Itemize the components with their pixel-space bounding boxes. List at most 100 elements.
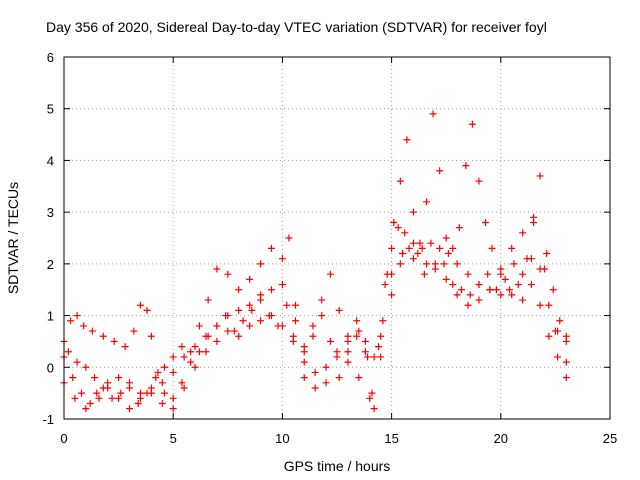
data-point	[230, 327, 238, 335]
data-point	[104, 379, 112, 387]
y-tick-label-0: 0	[47, 360, 54, 375]
data-point	[202, 348, 210, 356]
data-point	[169, 405, 177, 413]
data-point	[289, 337, 297, 345]
data-point	[235, 286, 243, 294]
data-point	[213, 322, 221, 330]
data-point	[543, 250, 551, 258]
data-point	[246, 301, 254, 309]
data-point	[401, 229, 409, 237]
data-point	[508, 244, 516, 252]
data-point	[501, 275, 509, 283]
data-point	[115, 394, 123, 402]
data-point	[519, 296, 527, 304]
data-point	[355, 327, 363, 335]
data-point	[335, 374, 343, 382]
data-point	[370, 405, 378, 413]
data-point	[99, 384, 107, 392]
data-point	[364, 353, 372, 361]
data-point	[444, 250, 452, 258]
x-tick-label-0: 0	[60, 431, 67, 446]
data-point	[178, 343, 186, 351]
data-point	[147, 332, 155, 340]
data-point	[562, 374, 570, 382]
data-point	[403, 136, 411, 144]
axis-ticks: 0 5 10 15 20 25 -1 0 1 2 3 4 5 6	[42, 50, 617, 446]
data-point	[95, 394, 103, 402]
data-point	[514, 281, 522, 289]
data-point	[154, 368, 162, 376]
y-tick-label-2: 2	[47, 257, 54, 272]
data-point	[562, 337, 570, 345]
data-point	[431, 265, 439, 273]
data-point	[318, 312, 326, 320]
data-point	[257, 296, 265, 304]
data-point	[436, 167, 444, 175]
data-point	[309, 332, 317, 340]
data-point	[344, 348, 352, 356]
data-point	[136, 301, 144, 309]
data-point	[475, 281, 483, 289]
x-axis-label: GPS time / hours	[284, 458, 391, 474]
data-point	[300, 374, 308, 382]
data-point	[355, 374, 363, 382]
data-point	[158, 379, 166, 387]
data-point	[278, 255, 286, 263]
data-point	[562, 358, 570, 366]
data-point	[239, 317, 247, 325]
data-point	[300, 343, 308, 351]
data-point	[110, 337, 118, 345]
data-point	[423, 198, 431, 206]
data-point	[497, 270, 505, 278]
data-point	[396, 177, 404, 185]
data-point	[195, 348, 203, 356]
x-tick-label-5: 5	[170, 431, 177, 446]
chart-title: Day 356 of 2020, Sidereal Day-to-day VTE…	[46, 19, 547, 35]
data-point	[492, 286, 500, 294]
data-point	[267, 244, 275, 252]
data-point	[388, 291, 396, 299]
data-point	[396, 260, 404, 268]
data-point	[468, 120, 476, 128]
data-point	[191, 363, 199, 371]
data-point	[213, 265, 221, 273]
data-point	[423, 260, 431, 268]
data-point	[248, 306, 256, 314]
data-point	[510, 260, 518, 268]
data-point	[335, 306, 343, 314]
x-tick-label-25: 25	[603, 431, 617, 446]
data-point	[409, 255, 417, 263]
data-point	[455, 224, 463, 232]
data-point	[545, 301, 553, 309]
data-point	[67, 317, 75, 325]
data-point	[99, 332, 107, 340]
data-point	[300, 358, 308, 366]
data-point	[309, 322, 317, 330]
data-point	[160, 389, 168, 397]
data-point	[418, 244, 426, 252]
data-point	[527, 255, 535, 263]
data-point	[527, 281, 535, 289]
data-point	[222, 312, 230, 320]
data-point	[115, 374, 123, 382]
data-point	[82, 363, 90, 371]
data-point	[405, 244, 413, 252]
data-point	[361, 348, 369, 356]
data-point	[143, 306, 151, 314]
data-point	[442, 275, 450, 283]
data-point	[536, 301, 544, 309]
data-point	[80, 322, 88, 330]
data-point	[449, 281, 457, 289]
data-point	[486, 286, 494, 294]
data-point	[536, 172, 544, 180]
x-tick-label-15: 15	[384, 431, 398, 446]
data-point	[246, 275, 254, 283]
y-tick-label-1: 1	[47, 309, 54, 324]
data-point	[390, 218, 398, 226]
data-point	[530, 213, 538, 221]
data-point	[117, 389, 125, 397]
data-point	[388, 244, 396, 252]
data-point	[545, 332, 553, 340]
data-point	[160, 363, 168, 371]
data-point	[318, 296, 326, 304]
